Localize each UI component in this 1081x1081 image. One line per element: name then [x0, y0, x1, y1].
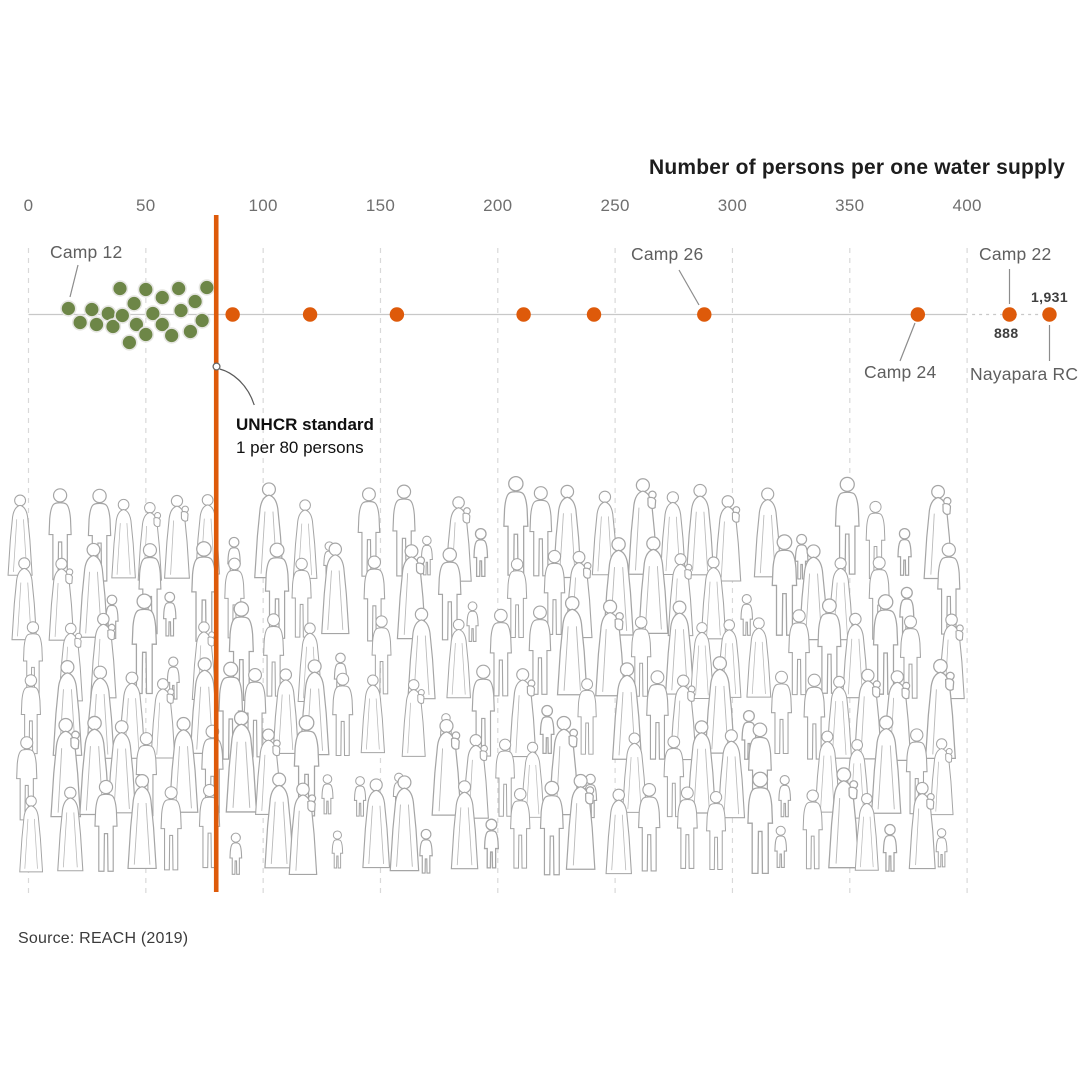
- crowd-person: [714, 495, 742, 582]
- crowd-person: [332, 672, 354, 757]
- axis-tick-label: 0: [23, 196, 34, 215]
- unhcr-standard-title: UNHCR standard: [236, 415, 374, 434]
- standard-pointer-curve: [219, 368, 255, 406]
- camp-dot-above-standard: [697, 307, 712, 322]
- camp-dot-below-standard: [154, 316, 171, 333]
- axis-tick-label: 150: [365, 196, 396, 215]
- label-connectors: [69, 264, 1051, 362]
- camp-dot-below-standard: [186, 293, 204, 310]
- crowd-person: [774, 825, 788, 868]
- camp-dot-above-standard: [225, 307, 240, 322]
- camp-dot-above-standard: [910, 307, 926, 322]
- camp-dot-offscale: [1042, 307, 1057, 322]
- crowd-person: [446, 618, 471, 699]
- axis-tick-label: 300: [717, 196, 748, 215]
- camp22-value: 888: [994, 325, 1019, 341]
- unhcr-standard-subtitle: 1 per 80 persons: [236, 438, 364, 457]
- crowd-person: [362, 778, 391, 869]
- unhcr-standard-annotation: UNHCR standard 1 per 80 persons: [236, 413, 374, 459]
- camp-dot-below-standard: [60, 300, 77, 317]
- crowd-person: [401, 679, 426, 757]
- crowd-person: [483, 818, 499, 869]
- camp-dot-below-standard: [128, 316, 145, 333]
- camp-dot-below-standard: [114, 307, 131, 324]
- axis-tick-label: 400: [952, 196, 982, 215]
- camp-dot-above-standard: [302, 307, 318, 322]
- crowd-person: [419, 828, 433, 874]
- camp-dot-below-standard: [144, 305, 162, 322]
- crowd-person: [882, 823, 898, 872]
- chart-title: Number of persons per one water supply: [648, 156, 1065, 179]
- source-note: Source: REACH (2019): [18, 930, 189, 947]
- crowd-person: [331, 830, 344, 869]
- camp-dot-offscale: [1002, 307, 1017, 322]
- camp-dot-above-standard: [516, 307, 531, 322]
- crowd-person: [740, 594, 754, 636]
- camp12-label: Camp 12: [50, 242, 123, 262]
- camp24-label: Camp 24: [864, 362, 937, 382]
- nayapara-label: Nayapara RC: [970, 364, 1079, 384]
- camp-dot-above-standard: [586, 307, 602, 322]
- camp-dot-below-standard: [154, 289, 171, 306]
- standard-marker: [212, 362, 221, 371]
- crowd-person: [473, 527, 489, 578]
- axis-tick-label: 200: [483, 196, 513, 215]
- crowd-person: [353, 776, 367, 817]
- crowd-person: [935, 828, 948, 868]
- crowd-person: [431, 718, 462, 816]
- crowd-person: [150, 678, 176, 759]
- camp-dot-below-standard: [193, 312, 211, 329]
- camp-dot-below-standard: [88, 316, 105, 333]
- axis-tick-label: 250: [600, 196, 630, 215]
- crowd-person: [360, 674, 385, 754]
- crowd-person: [288, 782, 318, 876]
- crowd-person: [489, 608, 512, 697]
- dots-above-standard: [225, 307, 1057, 322]
- crowd-person: [539, 704, 555, 754]
- crowd-person: [164, 494, 190, 579]
- crowd-person: [770, 670, 793, 755]
- axis-tick-label: 100: [248, 196, 278, 215]
- camp-dot-below-standard: [163, 327, 180, 344]
- crowd-illustration: [7, 475, 965, 876]
- crowd-person: [747, 771, 774, 874]
- axis-tick-label: 50: [136, 196, 156, 215]
- crowd-person: [321, 774, 334, 815]
- camp-dot-below-standard: [125, 295, 143, 312]
- crowd-person: [897, 527, 912, 576]
- camp-dot-below-standard: [104, 318, 122, 335]
- camp26-connector: [678, 269, 700, 306]
- axis-tick-label: 350: [835, 196, 865, 215]
- crowd-person: [111, 498, 136, 579]
- unhcr-standard-line: [212, 215, 255, 892]
- crowd-person: [778, 774, 792, 818]
- camp26-label: Camp 26: [631, 244, 704, 264]
- camp-dot-below-standard: [111, 280, 129, 297]
- nayapara-value: 1,931: [1031, 289, 1069, 305]
- camp-dot-below-standard: [137, 326, 155, 343]
- camp-dot-below-standard: [121, 334, 138, 351]
- camp-dot-below-standard: [71, 314, 89, 331]
- dots-below-standard: [60, 279, 216, 351]
- camp24-connector: [899, 322, 916, 362]
- crowd-person: [466, 601, 479, 642]
- crowd-person: [229, 832, 243, 875]
- camp-dot-below-standard: [137, 281, 155, 298]
- crowd-person: [529, 486, 553, 577]
- camp22-label: Camp 22: [979, 244, 1052, 264]
- camp-dot-below-standard: [182, 323, 199, 340]
- camp-dot-below-standard: [83, 301, 101, 318]
- camp-dot-below-standard: [198, 279, 216, 296]
- camp-dot-below-standard: [170, 280, 187, 297]
- camp-dot-above-standard: [389, 307, 405, 322]
- crowd-person: [162, 591, 177, 637]
- camp-dot-below-standard: [172, 302, 190, 319]
- camp12-connector: [69, 264, 79, 298]
- crowd-person: [646, 670, 669, 760]
